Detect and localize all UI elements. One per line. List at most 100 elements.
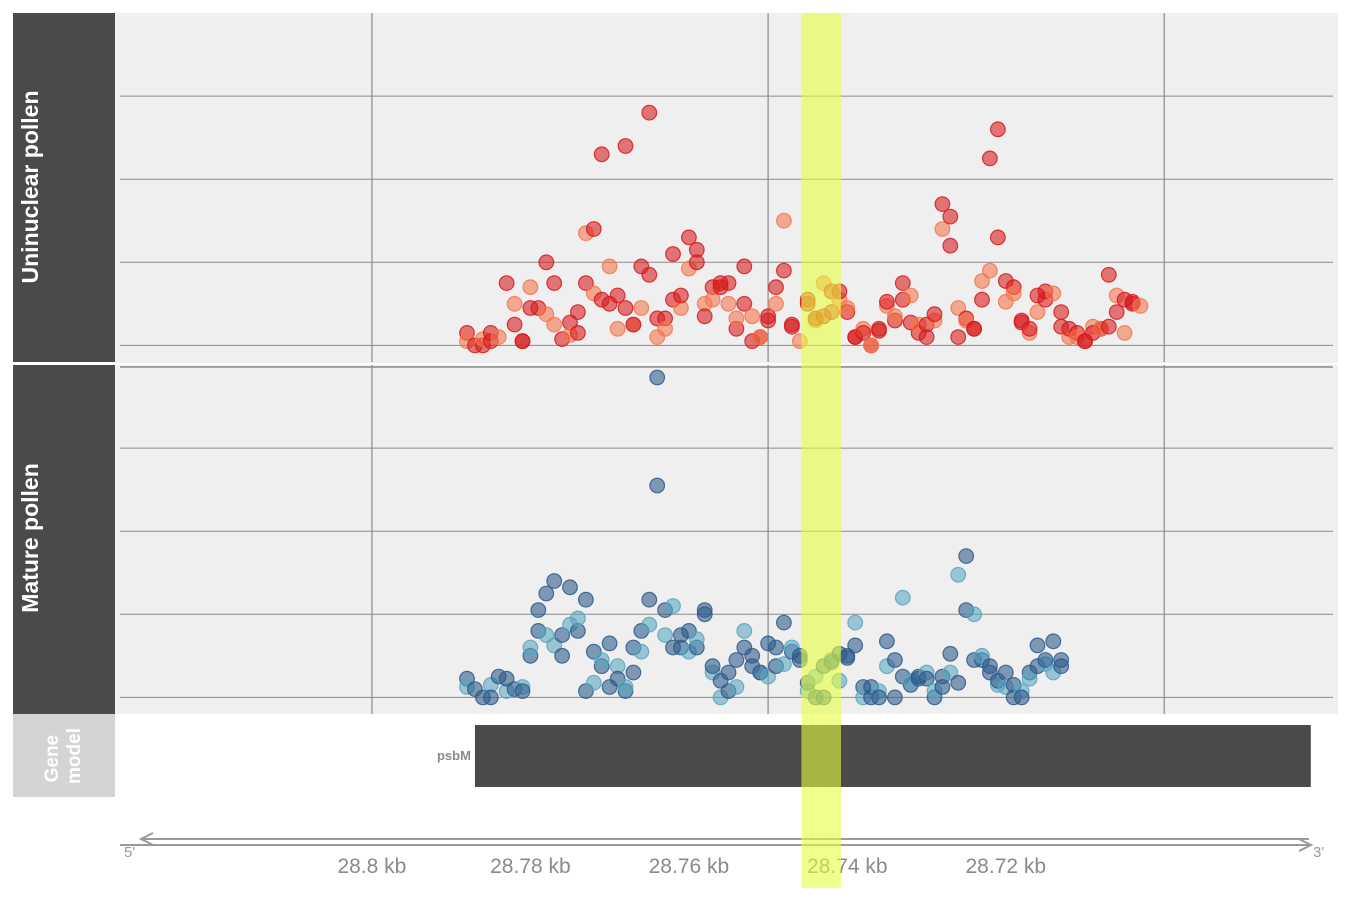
- uninuclear-point: [736, 258, 753, 275]
- highlight-region[interactable]: [801, 13, 841, 888]
- mature-point: [950, 674, 967, 691]
- mature-point: [950, 566, 967, 583]
- uninuclear-point: [728, 310, 745, 327]
- mature-point: [522, 639, 539, 656]
- uninuclear-point: [1029, 304, 1046, 321]
- mature-point: [665, 598, 681, 614]
- uninuclear-point: [768, 279, 784, 296]
- mature-point: [720, 664, 737, 681]
- uninuclear-point: [863, 337, 879, 354]
- x-tick-label: 28.76 kb: [649, 855, 730, 878]
- gene-body[interactable]: [474, 725, 1311, 787]
- uninuclear-point: [1100, 318, 1117, 335]
- uninuclear-point: [665, 246, 681, 262]
- mature-point: [728, 679, 745, 695]
- uninuclear-point: [855, 325, 872, 341]
- uninuclear-point: [601, 258, 618, 275]
- axis-arrow-right-head: [1298, 838, 1314, 852]
- uninuclear-point: [982, 262, 998, 279]
- mature-point: [641, 591, 658, 608]
- uninuclear-point: [696, 308, 713, 325]
- gene-model-strip-label: Gene model: [42, 728, 85, 784]
- uninuclear-point: [926, 306, 943, 323]
- mature-point: [1053, 658, 1070, 675]
- uninuclear-grid: [120, 13, 1333, 362]
- uninuclear-point: [633, 300, 650, 316]
- mature-point: [633, 643, 650, 660]
- uninuclear-point: [570, 304, 586, 321]
- uninuclear-point: [625, 316, 642, 333]
- mature-point: [966, 606, 982, 623]
- mature-point: [601, 635, 618, 652]
- uninuclear-point: [736, 295, 753, 312]
- uninuclear-point: [871, 322, 887, 339]
- uninuclear-point: [990, 229, 1006, 246]
- uninuclear-point: [538, 254, 555, 271]
- mature-point: [585, 674, 602, 691]
- mature-point: [982, 658, 998, 675]
- uninuclear-point: [1045, 285, 1062, 302]
- uninuclear-point: [776, 262, 792, 279]
- gene-strip-line-2: model: [64, 728, 85, 784]
- mature-panel-background: [115, 365, 1338, 714]
- mature-point: [934, 679, 951, 695]
- mature-point: [958, 548, 975, 564]
- mature-point: [879, 633, 895, 650]
- uninuclear-point: [752, 329, 769, 346]
- mature-point: [498, 670, 515, 687]
- mature-point: [871, 689, 887, 706]
- mature-point: [704, 658, 721, 675]
- uninuclear-point: [1108, 304, 1125, 321]
- uninuclear-point: [593, 146, 610, 163]
- mature-point: [887, 689, 903, 706]
- uninuclear-point: [1053, 304, 1070, 321]
- mature-grid: [120, 365, 1333, 714]
- mature-point: [1037, 652, 1054, 668]
- mature-point: [1029, 637, 1046, 654]
- uninuclear-point: [1021, 320, 1038, 337]
- uninuclear-point: [1132, 298, 1149, 314]
- mature-point: [974, 647, 990, 664]
- uninuclear-strip: [13, 13, 115, 362]
- uninuclear-point: [974, 273, 990, 289]
- uninuclear-point: [641, 266, 658, 283]
- uninuclear-point: [934, 196, 951, 213]
- uninuclear-point: [1116, 325, 1133, 341]
- uninuclear-points: [459, 104, 1149, 354]
- uninuclear-point: [974, 291, 990, 308]
- uninuclear-point: [934, 221, 951, 237]
- uninuclear-point: [894, 275, 911, 292]
- uninuclear-point: [902, 287, 919, 304]
- gene-strip-line-1: Gene: [42, 735, 63, 783]
- mature-point: [649, 369, 666, 386]
- mature-point: [776, 656, 792, 672]
- mature-point: [657, 627, 673, 643]
- mature-point: [847, 637, 864, 654]
- uninuclear-point: [506, 316, 523, 333]
- uninuclear-point: [514, 333, 531, 350]
- mature-point: [696, 602, 713, 618]
- uninuclear-point: [609, 320, 626, 337]
- mature-point: [482, 689, 499, 706]
- mature-point: [578, 591, 594, 608]
- uninuclear-point: [704, 291, 721, 308]
- mature-point: [546, 573, 563, 589]
- mature-point: [847, 614, 864, 631]
- mature-point: [1045, 633, 1062, 650]
- mature-point: [760, 668, 776, 685]
- uninuclear-point: [720, 295, 737, 312]
- uninuclear-point: [990, 121, 1006, 138]
- x-axis-ticks: 28.8 kb 28.78 kb 28.76 kb 28.74 kb 28.72 kb: [337, 855, 1046, 878]
- uninuclear-point: [681, 229, 697, 246]
- x-tick-label: 28.72 kb: [966, 855, 1047, 878]
- mature-point: [562, 579, 578, 596]
- uninuclear-point: [879, 293, 895, 310]
- mature-point: [688, 631, 705, 648]
- mature-point: [649, 477, 666, 494]
- uninuclear-point: [498, 275, 515, 292]
- uninuclear-point: [720, 275, 737, 292]
- uninuclear-point: [744, 308, 761, 325]
- mature-point: [776, 614, 792, 631]
- mature-point: [768, 639, 784, 656]
